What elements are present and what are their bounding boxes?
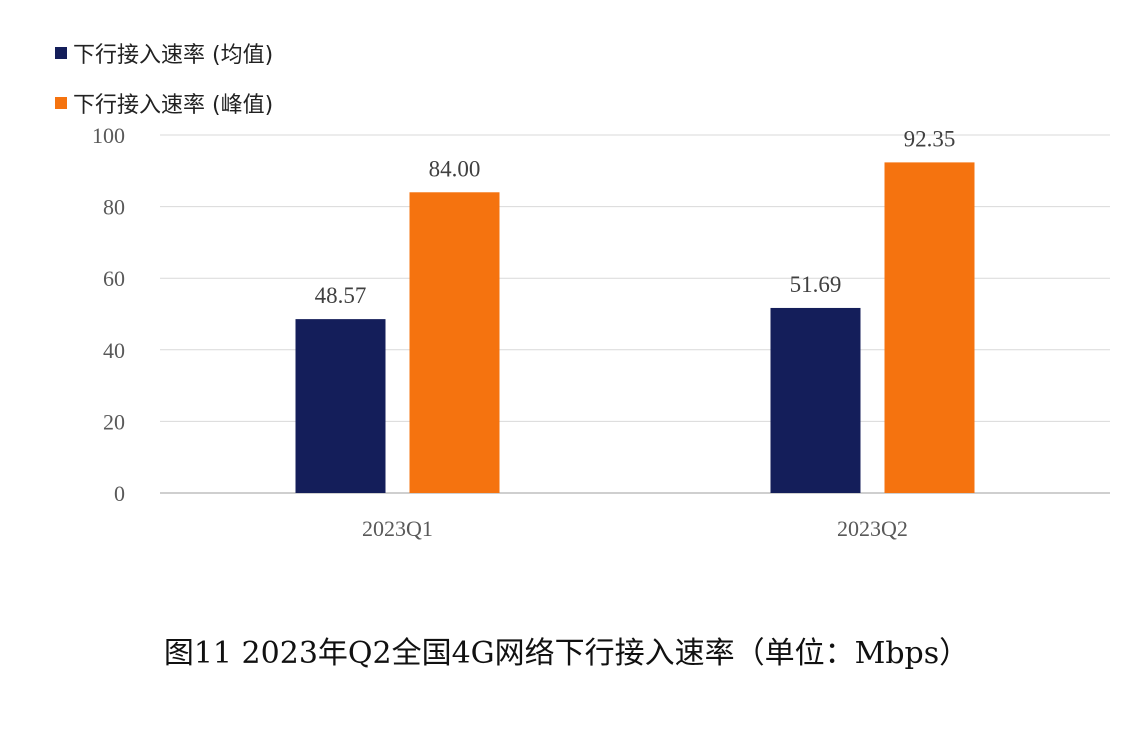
y-tick-label: 0: [114, 481, 125, 506]
data-label: 84.00: [429, 156, 481, 181]
legend-swatch-mean: [55, 47, 67, 59]
bar-peak-2023Q1: [409, 192, 500, 493]
legend-item-mean: 下行接入速率 (均值): [55, 38, 273, 68]
legend-swatch-peak: [55, 97, 67, 109]
legend: 下行接入速率 (均值) 下行接入速率 (峰值): [55, 38, 273, 138]
data-label: 92.35: [904, 126, 956, 151]
y-tick-label: 100: [92, 123, 125, 148]
data-label: 48.57: [315, 283, 367, 308]
legend-item-peak: 下行接入速率 (峰值): [55, 88, 273, 118]
x-tick-label: 2023Q2: [837, 516, 908, 541]
figure-caption: 图11 2023年Q2全国4G网络下行接入速率（单位：Mbps）: [163, 636, 970, 671]
x-tick-label: 2023Q1: [362, 516, 433, 541]
y-tick-label: 40: [103, 338, 125, 363]
y-tick-label: 80: [103, 195, 125, 220]
bar-peak-2023Q2: [884, 162, 975, 493]
legend-label-mean: 下行接入速率 (均值): [73, 43, 274, 68]
bar-mean-2023Q2: [770, 307, 861, 493]
y-tick-label: 60: [103, 266, 125, 291]
data-label: 51.69: [790, 272, 842, 297]
y-tick-label: 20: [103, 409, 125, 434]
bar-chart-plot: 0 20 40 60 80 100 48.57 84.00 2023Q1 51.69 92.35 20…: [92, 123, 1110, 541]
bar-mean-2023Q1: [295, 319, 386, 493]
legend-label-peak: 下行接入速率 (峰值): [73, 93, 274, 118]
